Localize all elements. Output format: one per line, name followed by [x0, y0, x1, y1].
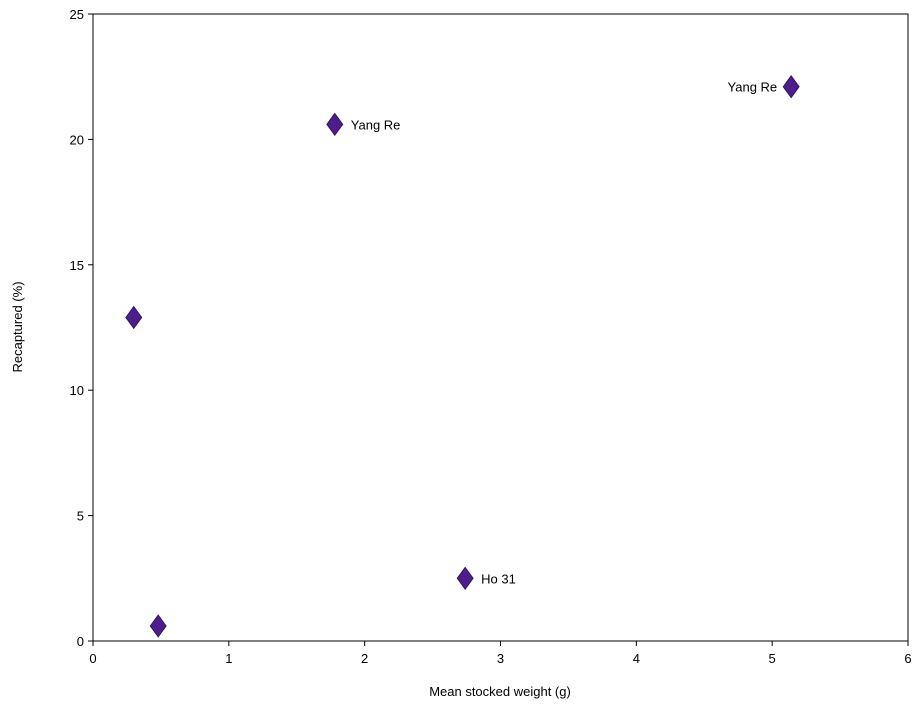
x-tick-label: 2 [361, 651, 368, 666]
y-tick-label: 0 [77, 634, 84, 649]
x-tick-label: 1 [225, 651, 232, 666]
data-point-marker [149, 614, 167, 638]
x-tick-label: 0 [89, 651, 96, 666]
data-point-marker [456, 566, 474, 590]
data-point-label: Yang Re [728, 80, 778, 95]
y-axis-ticks: 0 5 10 15 20 25 [70, 7, 93, 649]
x-tick-label: 3 [497, 651, 504, 666]
data-point-label: Yang Re [351, 117, 401, 132]
x-tick-label: 6 [904, 651, 911, 666]
data-point-label: Ho 31 [481, 571, 516, 586]
x-tick-label: 5 [769, 651, 776, 666]
y-tick-label: 15 [70, 258, 84, 273]
x-axis-ticks: 0 1 2 3 4 5 6 [89, 641, 912, 666]
x-tick-label: 4 [633, 651, 640, 666]
y-tick-label: 20 [70, 132, 84, 147]
plot-area-frame [92, 13, 909, 642]
data-points: Yang Re Ho 31 Yang Re [125, 75, 800, 638]
data-point-marker [782, 75, 800, 99]
x-axis-title: Mean stocked weight (g) [429, 684, 571, 699]
y-tick-label: 25 [70, 7, 84, 22]
y-axis-title: Recaptured (%) [10, 281, 25, 372]
data-point-marker [326, 112, 344, 137]
y-tick-label: 5 [77, 509, 84, 524]
data-point-marker [125, 305, 143, 330]
y-tick-label: 10 [70, 383, 84, 398]
